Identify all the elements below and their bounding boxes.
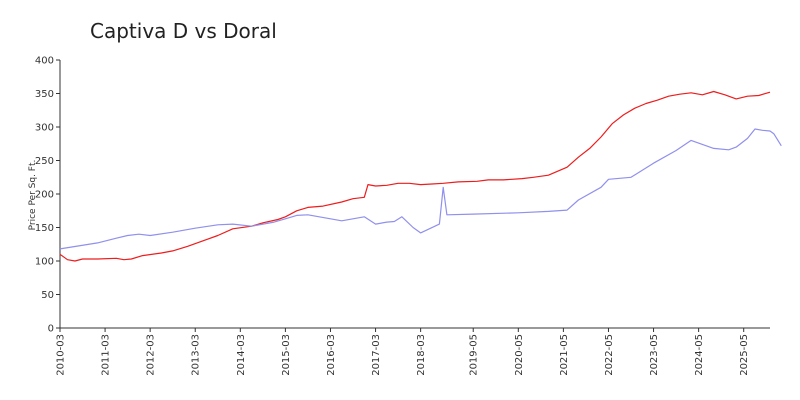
x-tick-label: 2011-03 (101, 334, 112, 376)
y-tick-label: 350 (35, 89, 54, 100)
y-tick-label: 50 (41, 290, 54, 301)
x-tick-label: 2024-05 (694, 334, 705, 376)
x-tick-label: 2013-03 (191, 334, 202, 376)
x-tick-label: 2019-05 (469, 334, 480, 376)
x-tick-label: 2016-03 (326, 334, 337, 376)
y-tick-label: 200 (35, 190, 54, 201)
y-tick-label: 0 (48, 324, 54, 335)
x-tick-label: 2014-03 (236, 334, 247, 376)
y-tick-label: 250 (35, 156, 54, 167)
chart-title: Captiva D vs Doral (90, 19, 277, 43)
x-tick-label: 2025-05 (739, 334, 750, 376)
x-tick-label: 2015-03 (281, 334, 292, 376)
y-axis-label: Price Per Sq. Ft. (28, 160, 38, 231)
y-tick-label: 150 (35, 223, 54, 234)
x-tick-label: 2020-05 (514, 334, 525, 376)
series-group (59, 90, 782, 262)
x-tick-label: 2017-03 (371, 334, 382, 376)
x-tick-label: 2018-03 (416, 334, 427, 376)
y-tick-label: 100 (35, 257, 54, 268)
y-axis: 0 50 100 150 200 250 300 350 400 (35, 56, 61, 335)
series-line-1 (59, 90, 771, 262)
series-line-2 (59, 128, 782, 250)
x-tick-label: 2021-05 (559, 334, 570, 376)
x-tick-label: 2023-05 (649, 334, 660, 376)
y-tick-label: 300 (35, 123, 54, 134)
y-tick-label: 400 (35, 56, 54, 67)
x-axis: 2010-03 2011-03 2012-03 2013-03 2014-03 2015-… (56, 327, 770, 376)
x-tick-label: 2022-05 (604, 334, 615, 376)
x-tick-label: 2010-03 (56, 334, 67, 376)
x-tick-label: 2012-03 (146, 334, 157, 376)
